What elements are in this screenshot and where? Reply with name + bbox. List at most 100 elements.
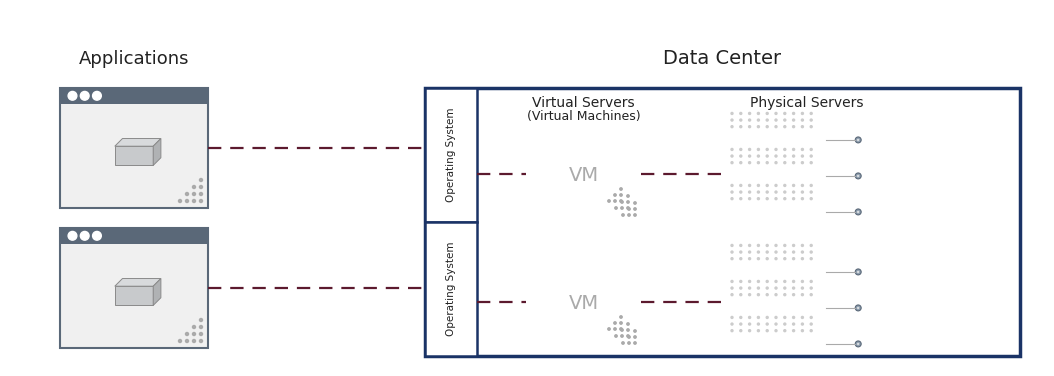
FancyBboxPatch shape xyxy=(734,208,797,215)
Circle shape xyxy=(633,202,637,204)
Bar xyxy=(519,237,635,342)
Circle shape xyxy=(766,330,768,332)
Circle shape xyxy=(811,323,813,325)
Polygon shape xyxy=(115,286,153,305)
Circle shape xyxy=(748,323,750,325)
Circle shape xyxy=(801,198,803,200)
Circle shape xyxy=(766,112,768,114)
Bar xyxy=(727,147,887,180)
Circle shape xyxy=(758,244,759,246)
Circle shape xyxy=(793,119,795,121)
Circle shape xyxy=(775,162,777,164)
Circle shape xyxy=(80,232,90,240)
Circle shape xyxy=(758,330,759,332)
Circle shape xyxy=(811,287,813,289)
Bar xyxy=(519,237,635,253)
Circle shape xyxy=(748,185,750,186)
Circle shape xyxy=(784,244,786,246)
Circle shape xyxy=(784,330,786,332)
Bar xyxy=(60,88,208,104)
Circle shape xyxy=(621,329,623,331)
Circle shape xyxy=(784,162,786,164)
Circle shape xyxy=(621,201,623,203)
Circle shape xyxy=(740,155,742,157)
Circle shape xyxy=(784,287,786,289)
Circle shape xyxy=(758,112,759,114)
Bar xyxy=(727,135,887,144)
Circle shape xyxy=(69,91,77,100)
Circle shape xyxy=(784,191,786,193)
Circle shape xyxy=(731,126,733,128)
Bar xyxy=(512,230,627,335)
Circle shape xyxy=(766,126,768,128)
Circle shape xyxy=(633,208,637,210)
Circle shape xyxy=(748,258,750,260)
FancyBboxPatch shape xyxy=(734,172,797,179)
Circle shape xyxy=(784,198,786,200)
Bar xyxy=(727,279,887,312)
Bar xyxy=(425,88,477,222)
Circle shape xyxy=(801,287,803,289)
Circle shape xyxy=(801,330,803,332)
Circle shape xyxy=(801,251,803,253)
Circle shape xyxy=(621,335,623,337)
Circle shape xyxy=(811,294,813,296)
Circle shape xyxy=(793,317,795,318)
Circle shape xyxy=(758,280,759,282)
Circle shape xyxy=(748,244,750,246)
Circle shape xyxy=(811,149,813,150)
Circle shape xyxy=(793,251,795,253)
Circle shape xyxy=(614,335,618,337)
Circle shape xyxy=(628,208,630,210)
Bar xyxy=(727,111,887,144)
Circle shape xyxy=(811,251,813,253)
Circle shape xyxy=(758,198,759,200)
Circle shape xyxy=(801,280,803,282)
Text: Applications: Applications xyxy=(79,50,190,68)
Circle shape xyxy=(614,207,618,209)
Circle shape xyxy=(857,270,860,274)
Circle shape xyxy=(801,294,803,296)
Circle shape xyxy=(775,126,777,128)
Circle shape xyxy=(784,185,786,186)
Circle shape xyxy=(613,200,617,202)
Circle shape xyxy=(811,185,813,186)
Circle shape xyxy=(740,112,742,114)
Circle shape xyxy=(199,185,202,188)
Text: Operating System: Operating System xyxy=(446,242,456,336)
Circle shape xyxy=(775,244,777,246)
Circle shape xyxy=(766,119,768,121)
Circle shape xyxy=(93,91,101,100)
Circle shape xyxy=(784,258,786,260)
Circle shape xyxy=(748,149,750,150)
Circle shape xyxy=(186,332,189,335)
Circle shape xyxy=(811,330,813,332)
Circle shape xyxy=(186,200,189,203)
Circle shape xyxy=(793,112,795,114)
Circle shape xyxy=(758,185,759,186)
Circle shape xyxy=(766,317,768,318)
Circle shape xyxy=(627,329,629,331)
Circle shape xyxy=(620,316,622,318)
Circle shape xyxy=(608,200,610,202)
Circle shape xyxy=(801,126,803,128)
Circle shape xyxy=(758,191,759,193)
Circle shape xyxy=(775,112,777,114)
Circle shape xyxy=(766,155,768,157)
Polygon shape xyxy=(115,138,161,146)
Circle shape xyxy=(766,280,768,282)
Text: VM: VM xyxy=(568,166,599,185)
Circle shape xyxy=(775,119,777,121)
Circle shape xyxy=(633,214,637,216)
Bar xyxy=(727,267,887,277)
Circle shape xyxy=(731,191,733,193)
Bar xyxy=(512,230,627,246)
Circle shape xyxy=(811,155,813,157)
Circle shape xyxy=(766,251,768,253)
Circle shape xyxy=(766,198,768,200)
Circle shape xyxy=(784,317,786,318)
FancyBboxPatch shape xyxy=(734,268,797,276)
Circle shape xyxy=(193,332,195,335)
Circle shape xyxy=(740,258,742,260)
Circle shape xyxy=(731,155,733,157)
